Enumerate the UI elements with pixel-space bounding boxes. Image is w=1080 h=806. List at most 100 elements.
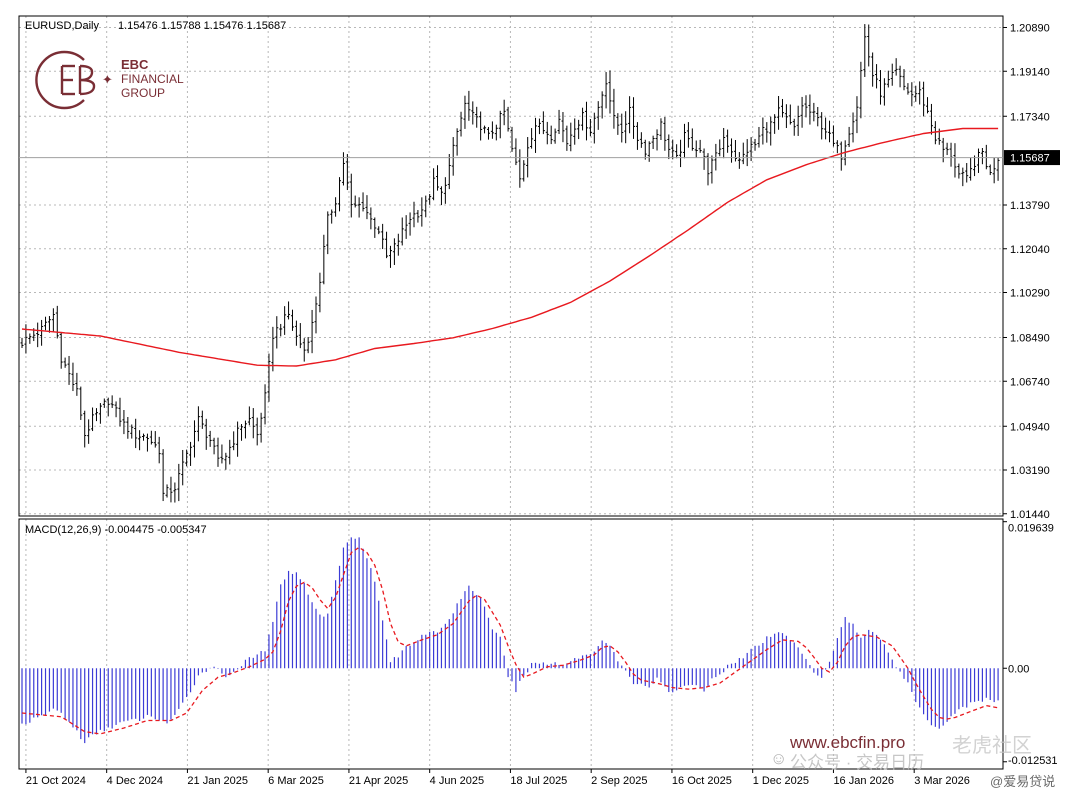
price-candle bbox=[957, 163, 961, 179]
price-tick-label: 1.08490 bbox=[1010, 333, 1050, 345]
date-tick-label: 16 Oct 2025 bbox=[672, 775, 732, 787]
price-candle bbox=[965, 163, 969, 183]
price-candle bbox=[824, 117, 828, 140]
date-axis: 21 Oct 2024 4 Dec 2024 21 Jan 2025 6 Mar 20… bbox=[25, 769, 970, 787]
price-candle bbox=[490, 121, 494, 139]
price-candle bbox=[588, 118, 592, 137]
price-candle bbox=[142, 433, 146, 441]
price-candle bbox=[259, 412, 263, 443]
price-candle bbox=[518, 149, 522, 188]
macd-pane: 0.019639 0.00 -0.012531 MACD(12,26,9) -0.0… bbox=[18, 518, 1058, 770]
price-candle bbox=[122, 409, 126, 435]
price-candle bbox=[94, 408, 98, 422]
price-candle bbox=[216, 437, 220, 467]
watermarks: www.ebcfin.pro ☺ 公众号 · 交易日历 老虎社区 @爱易贷说 bbox=[770, 733, 1055, 789]
price-candle bbox=[361, 192, 365, 212]
price-candle bbox=[534, 117, 538, 153]
price-candle bbox=[338, 177, 342, 212]
price-candle bbox=[145, 433, 149, 452]
price-candle bbox=[820, 112, 824, 140]
price-candle bbox=[710, 155, 714, 184]
price-candle bbox=[126, 417, 130, 439]
price-candle bbox=[263, 384, 267, 425]
price-candle bbox=[98, 403, 102, 424]
price-candle bbox=[412, 201, 416, 228]
price-candle bbox=[867, 24, 871, 67]
price-candle bbox=[326, 211, 330, 255]
price-candle bbox=[753, 138, 757, 151]
price-candle bbox=[63, 357, 67, 368]
price-candle bbox=[498, 110, 502, 139]
price-candle bbox=[424, 195, 428, 218]
price-candle bbox=[530, 128, 534, 149]
macd-signal-line bbox=[21, 546, 999, 735]
price-candle bbox=[953, 143, 957, 178]
price-candle bbox=[773, 114, 777, 134]
price-candle bbox=[902, 69, 906, 91]
price-candle bbox=[600, 91, 604, 119]
price-tick-label: 1.04940 bbox=[1010, 421, 1050, 433]
macd-tick-label: 0.019639 bbox=[1008, 523, 1054, 535]
symbol-header: EURUSD,Daily bbox=[25, 20, 99, 32]
price-candle bbox=[976, 148, 980, 173]
price-candle bbox=[992, 157, 996, 184]
price-grid bbox=[19, 16, 1003, 516]
price-candle bbox=[788, 104, 792, 125]
price-candle bbox=[247, 406, 251, 426]
date-tick-label: 4 Dec 2024 bbox=[107, 775, 163, 787]
price-pane: 1.20890 1.19140 1.17340 1.13790 1.12040 1.102… bbox=[18, 15, 1060, 521]
price-candle bbox=[318, 272, 322, 313]
price-candle bbox=[494, 124, 498, 141]
price-candle bbox=[279, 323, 283, 337]
price-candle bbox=[220, 444, 224, 464]
price-tick-label: 1.03190 bbox=[1010, 465, 1050, 477]
price-candle bbox=[486, 127, 490, 140]
price-candle bbox=[910, 82, 914, 107]
price-candle bbox=[643, 139, 647, 160]
price-candle bbox=[28, 333, 32, 344]
price-candle bbox=[639, 132, 643, 148]
price-candle bbox=[863, 24, 867, 77]
price-candle bbox=[581, 107, 585, 131]
price-candle bbox=[353, 195, 357, 208]
watermark-url: www.ebcfin.pro bbox=[789, 733, 905, 752]
price-candle bbox=[153, 431, 157, 448]
price-candle bbox=[373, 217, 377, 238]
price-candle bbox=[459, 111, 463, 137]
price-candle bbox=[161, 449, 165, 502]
price-candle bbox=[702, 148, 706, 170]
date-tick-label: 21 Jan 2025 bbox=[187, 775, 248, 787]
price-candle bbox=[761, 117, 765, 145]
macd-header: MACD(12,26,9) -0.004475 -0.005347 bbox=[25, 524, 207, 536]
price-candle bbox=[432, 168, 436, 201]
price-candle bbox=[55, 305, 59, 339]
price-candle bbox=[306, 337, 310, 354]
ohlc-header: 1.15476 1.15788 1.15476 1.15687 bbox=[118, 20, 286, 32]
price-candle bbox=[918, 81, 922, 105]
price-candle bbox=[730, 138, 734, 163]
price-candle bbox=[835, 140, 839, 154]
price-candle bbox=[189, 441, 193, 466]
watermark-corner: @爱易贷说 bbox=[990, 774, 1055, 789]
price-candle bbox=[690, 128, 694, 151]
price-candle bbox=[941, 137, 945, 163]
current-price-label: 1.15687 bbox=[1010, 153, 1050, 165]
price-candle bbox=[79, 386, 83, 420]
price-candle bbox=[479, 111, 483, 141]
price-candle bbox=[859, 61, 863, 119]
price-candle bbox=[271, 326, 275, 372]
price-candle bbox=[483, 125, 487, 134]
price-candle bbox=[565, 125, 569, 151]
price-candle bbox=[236, 421, 240, 457]
price-candle bbox=[192, 420, 196, 458]
price-tick-label: 1.13790 bbox=[1010, 200, 1050, 212]
price-candle bbox=[436, 165, 440, 191]
price-candle bbox=[208, 430, 212, 447]
price-candle bbox=[635, 122, 639, 150]
date-tick-label: 21 Oct 2024 bbox=[26, 775, 86, 787]
price-candle bbox=[404, 215, 408, 239]
price-candle bbox=[443, 177, 447, 204]
price-candle bbox=[47, 316, 51, 333]
price-candle bbox=[87, 419, 91, 444]
price-candle bbox=[392, 238, 396, 265]
